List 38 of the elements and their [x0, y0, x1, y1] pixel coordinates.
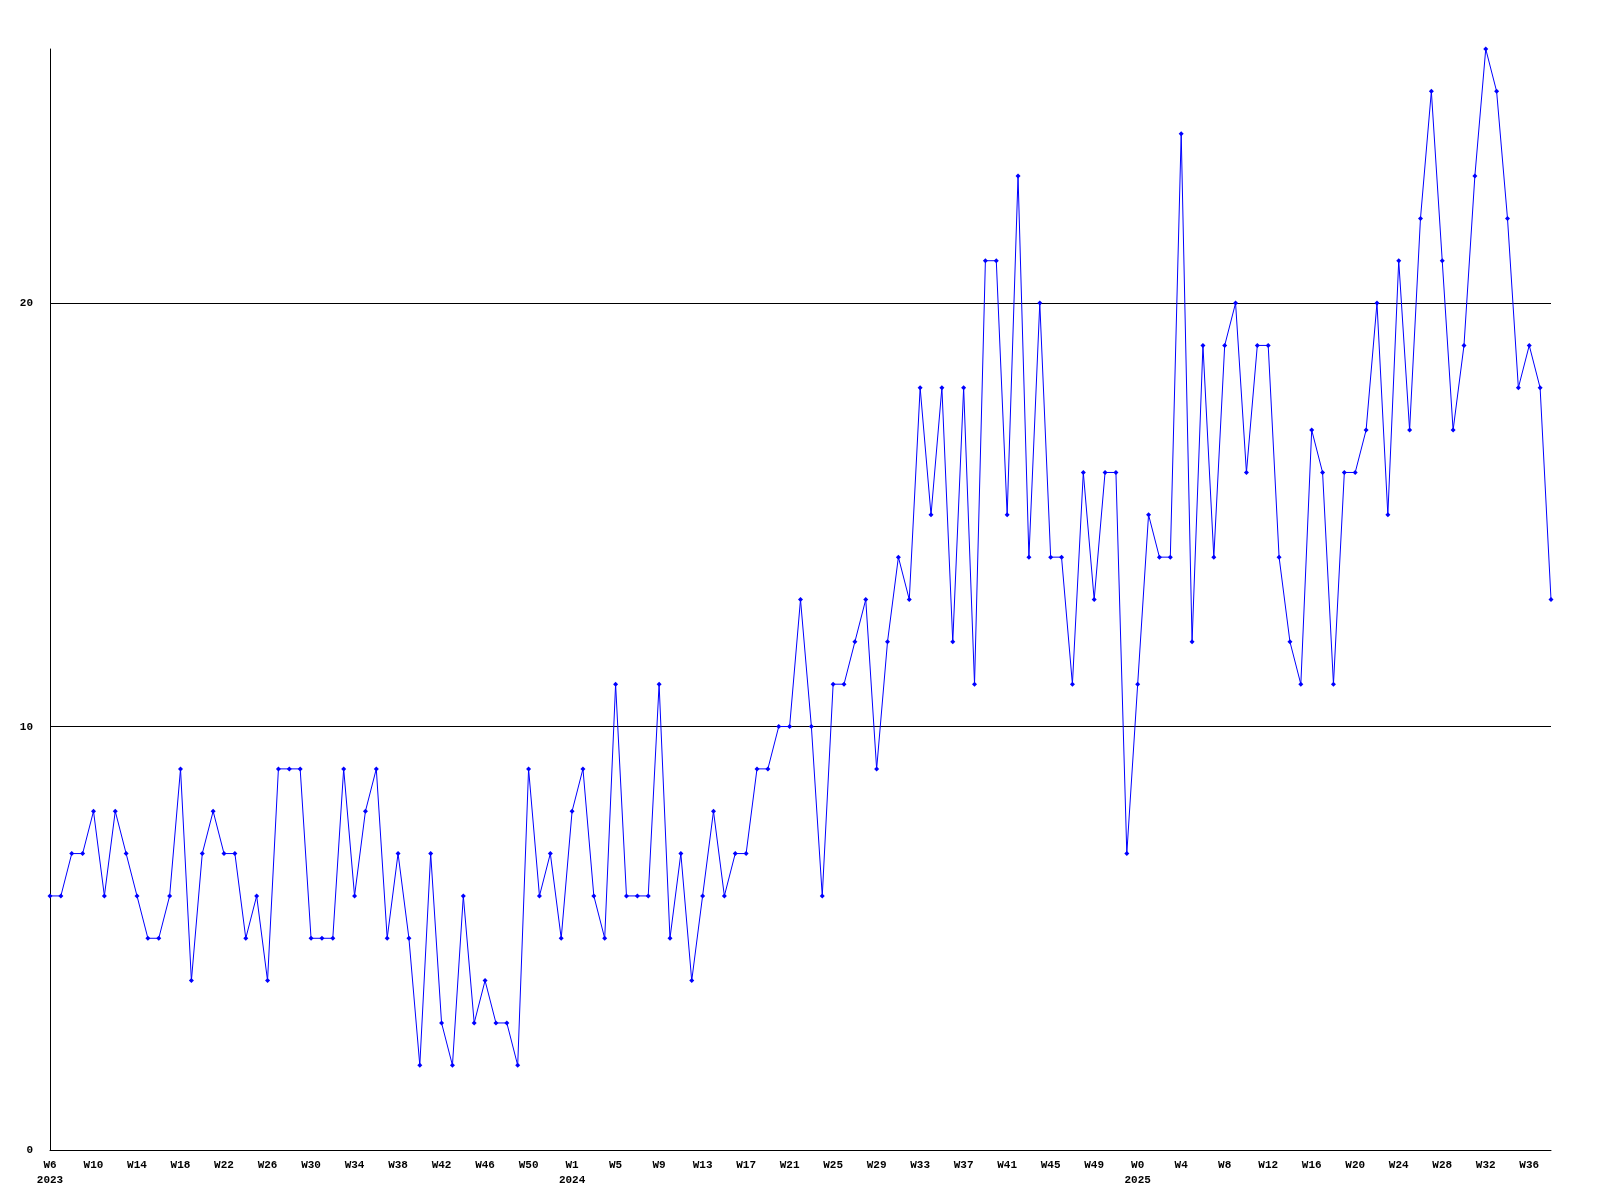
x-tick-label: W38 — [388, 1158, 409, 1171]
x-tick-label: W0 2025 — [1124, 1158, 1152, 1186]
y-tick-label: 10 — [19, 720, 33, 733]
x-tick-label: W6 2023 — [36, 1158, 64, 1186]
x-tick-label: W45 — [1040, 1158, 1061, 1171]
x-tick-label: W37 — [953, 1158, 974, 1171]
x-tick-label: W10 — [83, 1158, 104, 1171]
x-tick-label: W1 2024 — [558, 1158, 586, 1186]
x-tick-label: W17 — [736, 1158, 757, 1171]
x-tick-label: W22 — [214, 1158, 234, 1171]
x-tick-label: W13 — [692, 1158, 713, 1171]
x-tick-label: W33 — [910, 1158, 931, 1171]
x-tick-label: W36 — [1519, 1158, 1540, 1171]
x-tick-label: W5 — [608, 1158, 623, 1171]
x-tick-label: W14 — [127, 1158, 148, 1171]
x-tick-label: W18 — [170, 1158, 191, 1171]
x-tick-label: W41 — [997, 1158, 1018, 1171]
x-tick-label: W26 — [257, 1158, 278, 1171]
y-tick-label: 0 — [26, 1144, 33, 1156]
x-tick-label: W30 — [301, 1158, 321, 1171]
x-tick-label: W49 — [1084, 1158, 1105, 1171]
x-tick-label: W9 — [652, 1158, 666, 1171]
x-tick-label: W16 — [1301, 1158, 1322, 1171]
x-tick-label: W8 — [1218, 1158, 1232, 1171]
y-tick-label: 20 — [19, 297, 33, 310]
x-tick-label: W50 — [518, 1158, 539, 1171]
x-tick-label: W32 — [1475, 1158, 1496, 1171]
x-tick-label: W24 — [1388, 1158, 1410, 1171]
x-tick-label: W12 — [1258, 1158, 1279, 1171]
x-tick-label: W34 — [344, 1158, 365, 1171]
x-tick-label: W42 — [431, 1158, 452, 1171]
x-tick-label: W29 — [866, 1158, 887, 1171]
x-tick-label: W20 — [1345, 1158, 1366, 1171]
x-tick-label: W21 — [779, 1158, 800, 1171]
x-tick-label: W28 — [1432, 1158, 1453, 1171]
x-tick-label: W46 — [475, 1158, 495, 1171]
x-tick-label: W25 — [823, 1158, 844, 1171]
x-tick-label: W4 — [1174, 1158, 1189, 1171]
